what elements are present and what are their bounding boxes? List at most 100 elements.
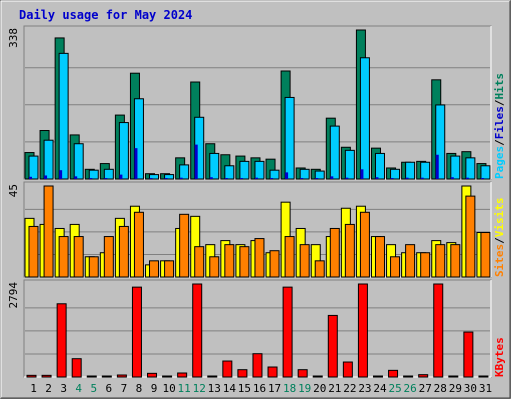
bar-kbytes-day-13 [207, 375, 218, 378]
bar-pages-day-7 [119, 174, 123, 179]
bar-files-day-5 [88, 169, 99, 180]
bar-pages-day-6 [104, 178, 108, 179]
bar-kbytes-day-28 [433, 283, 444, 378]
x-tick-label-day-25: 25 [388, 382, 401, 395]
x-tick-label-day-27: 27 [419, 382, 432, 395]
x-tick-label-day-1: 1 [30, 382, 37, 395]
bar-kbytes-day-27 [418, 374, 429, 378]
bar-sites-day-27 [420, 252, 431, 278]
x-tick-label-day-8: 8 [136, 382, 143, 395]
bar-kbytes-day-12 [192, 283, 203, 378]
x-tick-label-day-31: 31 [479, 382, 492, 395]
legend-entry: Pages [493, 146, 506, 179]
x-tick-label-day-12: 12 [193, 382, 206, 395]
bar-sites-day-13 [209, 256, 220, 278]
bar-sites-day-19 [299, 244, 310, 278]
bar-sites-day-17 [269, 250, 280, 278]
bar-kbytes-day-21 [327, 314, 338, 378]
bar-kbytes-day-16 [252, 353, 263, 378]
bar-pages-day-10 [164, 178, 168, 179]
bar-kbytes-day-23 [357, 283, 368, 378]
bar-pages-day-26 [405, 177, 409, 179]
chart-title: Daily usage for May 2024 [19, 8, 192, 22]
bar-kbytes-day-26 [403, 375, 414, 378]
bar-files-day-18 [284, 96, 295, 180]
x-tick-label-day-22: 22 [343, 382, 356, 395]
bar-sites-day-6 [103, 236, 114, 278]
bar-pages-day-30 [465, 177, 469, 179]
bar-sites-day-21 [329, 227, 340, 278]
x-tick-label-day-15: 15 [238, 382, 251, 395]
x-tick-label-day-13: 13 [208, 382, 221, 395]
x-tick-label-day-4: 4 [75, 382, 82, 395]
bar-sites-day-2 [43, 185, 54, 278]
bar-pages-day-13 [209, 177, 213, 179]
bar-kbytes-day-7 [116, 374, 127, 378]
bar-pages-day-20 [315, 178, 319, 179]
bar-sites-day-31 [480, 232, 491, 278]
panel-visits-sites: 45 Sites/Visits [7, 181, 506, 278]
bar-sites-day-9 [149, 260, 160, 278]
bar-kbytes-day-25 [388, 369, 399, 378]
bar-pages-day-14 [224, 178, 228, 179]
bar-kbytes-day-15 [237, 369, 248, 378]
bar-files-day-25 [390, 168, 401, 180]
bar-sites-day-1 [28, 225, 39, 278]
bar-pages-day-15 [239, 178, 243, 179]
bar-pages-day-17 [270, 178, 274, 179]
bar-pages-day-27 [420, 177, 424, 179]
x-tick-label-day-10: 10 [162, 382, 175, 395]
x-tick-label-day-20: 20 [313, 382, 326, 395]
bar-files-day-14 [224, 165, 235, 180]
bar-sites-day-7 [118, 225, 129, 278]
bar-sites-day-4 [73, 236, 84, 278]
bar-kbytes-day-29 [448, 375, 459, 378]
legend-entry: Sites [493, 244, 506, 277]
x-tick-label-day-9: 9 [151, 382, 158, 395]
bar-files-day-29 [450, 155, 461, 180]
bar-files-day-28 [435, 104, 446, 180]
bar-sites-day-30 [465, 195, 476, 278]
legend-entry: KBytes [493, 337, 506, 377]
bar-files-day-4 [73, 143, 84, 180]
bar-sites-day-20 [314, 260, 325, 278]
bar-files-day-19 [299, 168, 310, 180]
legend-entry: / [493, 139, 506, 146]
bar-pages-day-12 [194, 144, 198, 179]
x-tick-label-day-17: 17 [268, 382, 281, 395]
x-tick-label-day-14: 14 [223, 382, 237, 395]
bar-pages-day-23 [360, 169, 364, 179]
x-tick-label-day-24: 24 [373, 382, 387, 395]
bar-sites-day-26 [405, 244, 416, 278]
x-tick-label-day-2: 2 [45, 382, 52, 395]
bar-pages-day-19 [300, 178, 304, 179]
bar-files-day-7 [118, 122, 129, 180]
bar-kbytes-day-9 [147, 372, 158, 378]
bar-sites-day-25 [390, 256, 401, 278]
bar-files-day-20 [314, 170, 325, 180]
bar-kbytes-day-31 [478, 375, 489, 378]
bar-files-day-30 [465, 157, 476, 180]
bar-pages-day-25 [390, 178, 394, 179]
bar-pages-day-2 [44, 175, 48, 179]
legend: KBytes [493, 337, 506, 377]
bar-pages-day-21 [330, 176, 334, 179]
bar-kbytes-day-6 [101, 375, 112, 378]
bar-kbytes-day-11 [177, 372, 188, 378]
bar-sites-day-18 [284, 236, 295, 278]
bar-files-day-2 [43, 139, 54, 180]
bar-sites-day-28 [435, 244, 446, 278]
chart-panels: 338Pages/Files/Hits45Sites/Visits2794KBy… [7, 25, 506, 378]
x-tick-label-day-21: 21 [328, 382, 341, 395]
bar-pages-day-29 [450, 177, 454, 179]
bar-files-day-10 [164, 174, 175, 180]
bar-pages-day-18 [285, 172, 289, 179]
x-tick-label-day-19: 19 [298, 382, 311, 395]
bar-kbytes-day-14 [222, 360, 233, 378]
bar-sites-day-10 [164, 260, 175, 278]
bar-files-day-17 [269, 169, 280, 180]
bar-sites-day-8 [133, 211, 144, 278]
y-max-label: 338 [7, 28, 20, 48]
